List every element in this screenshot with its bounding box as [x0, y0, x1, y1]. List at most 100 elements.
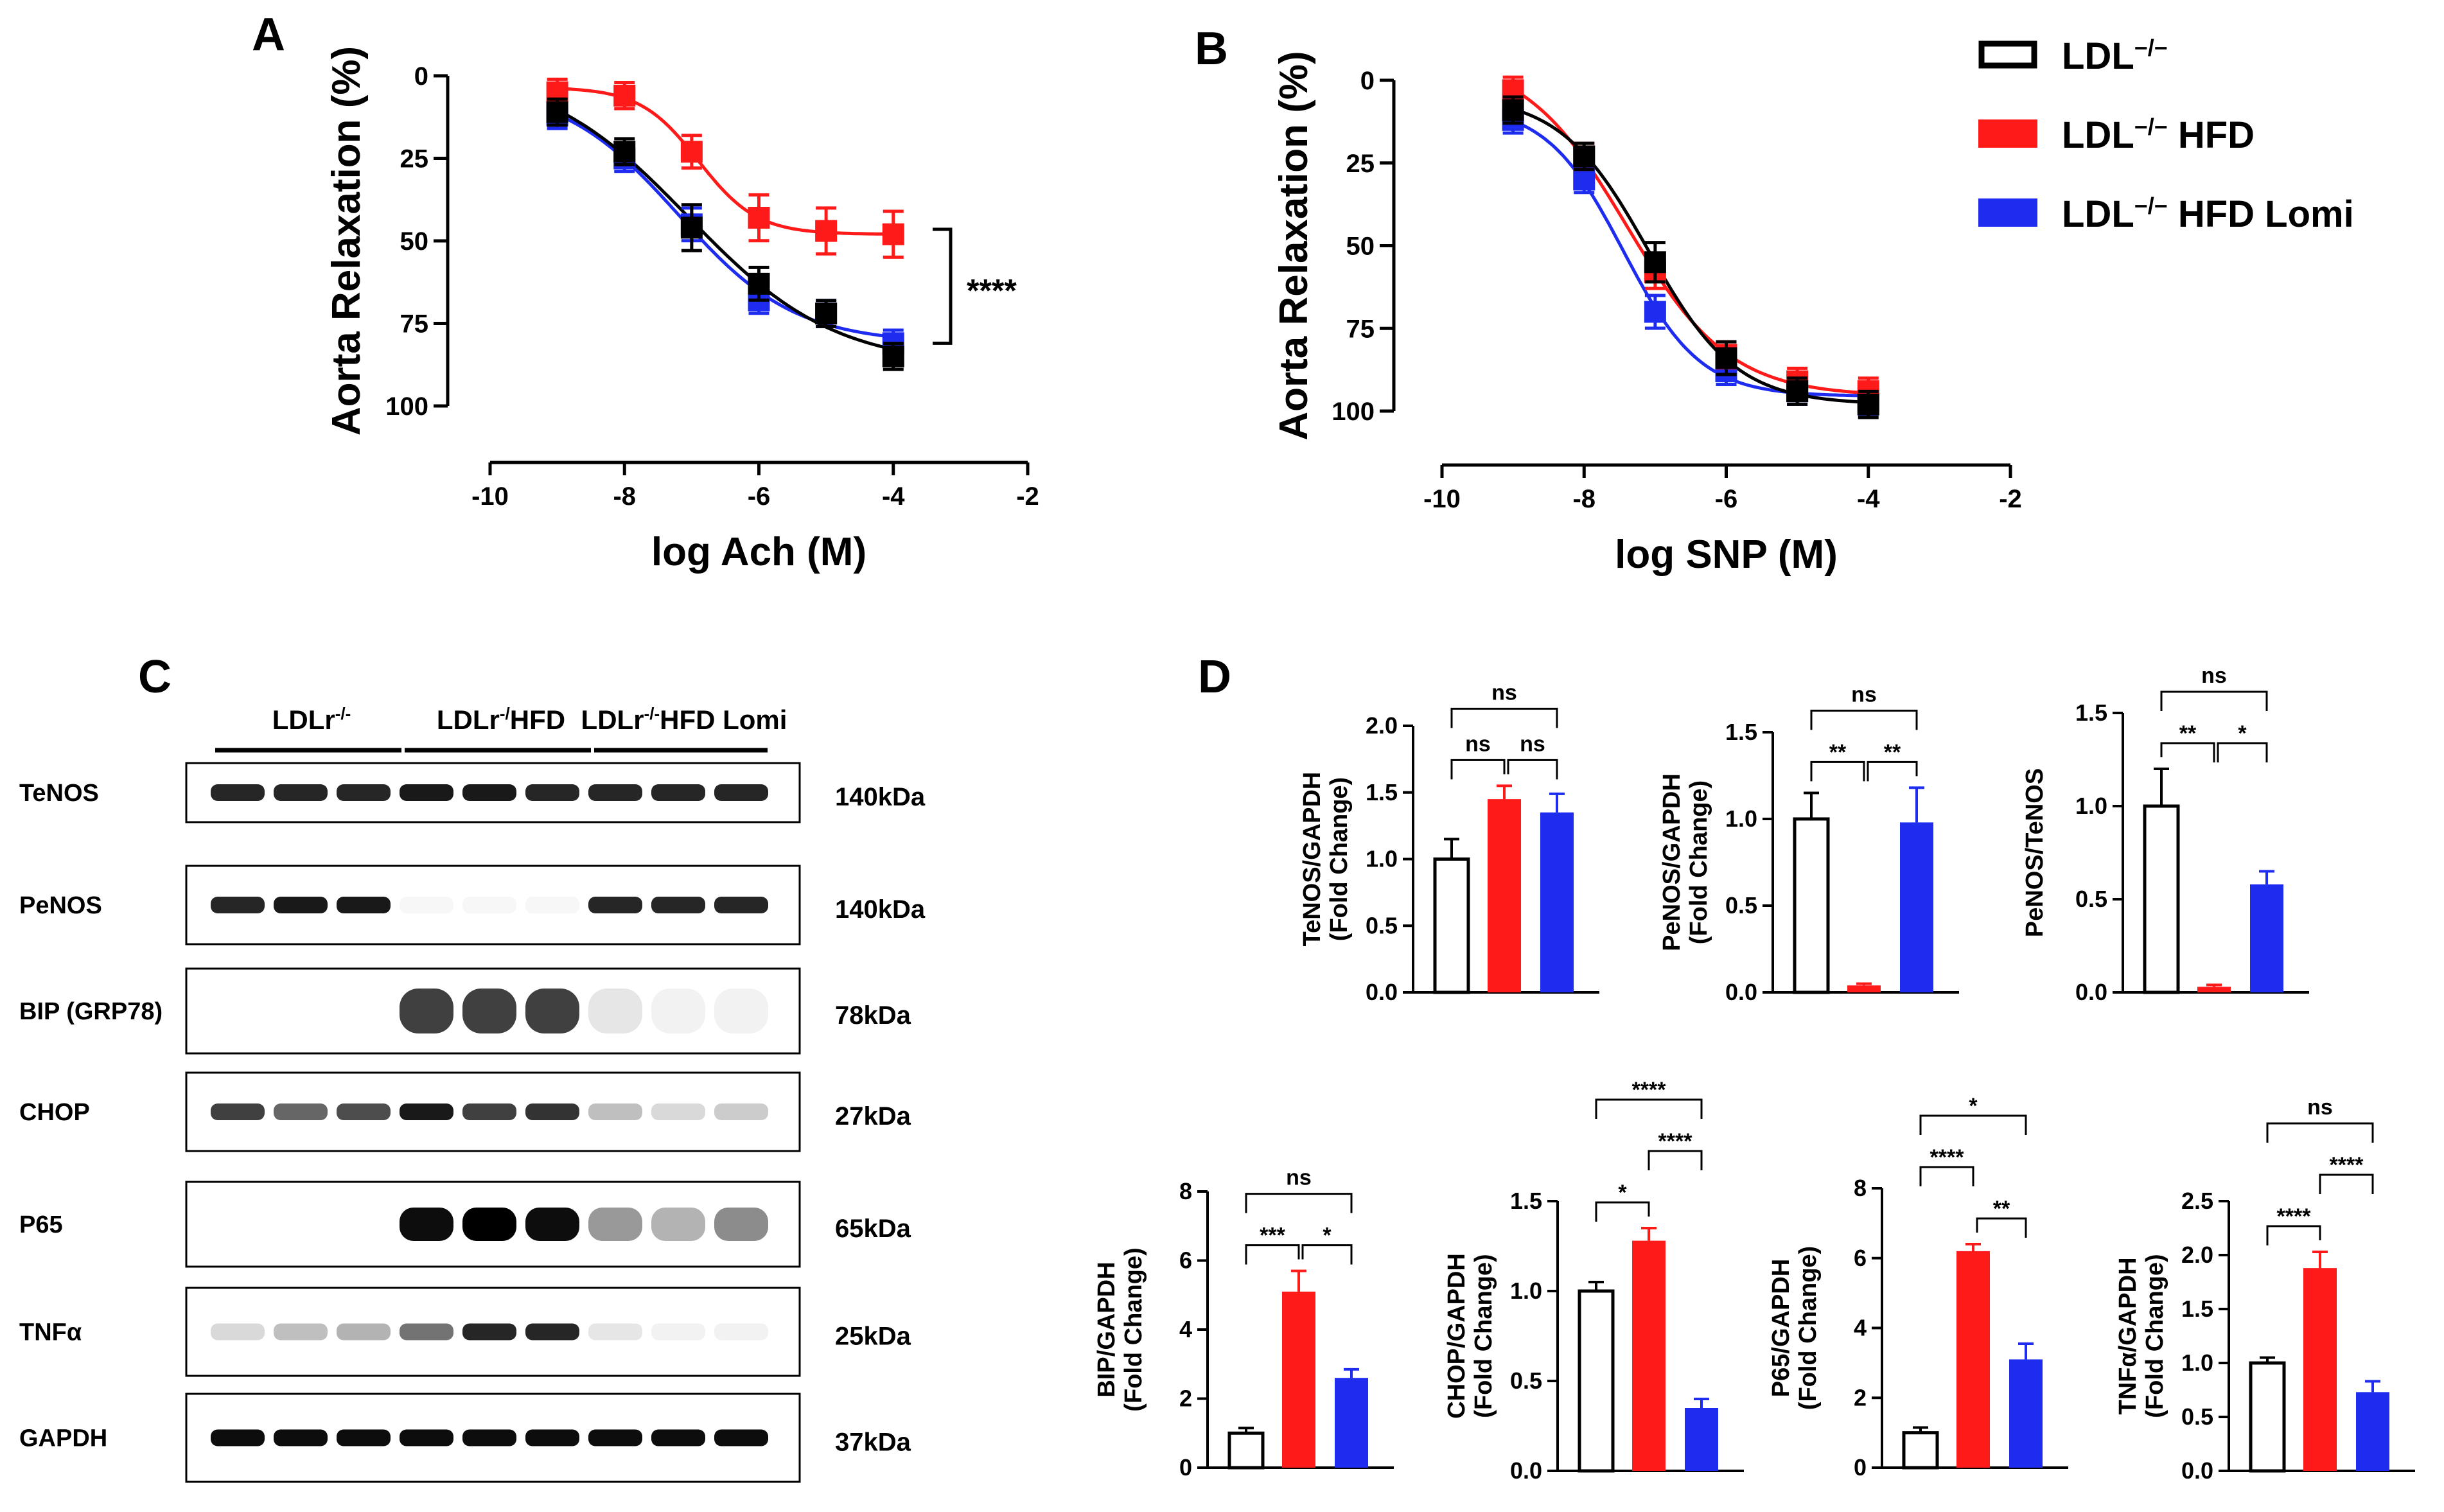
significance-bracket [1810, 709, 1918, 730]
blot-band [588, 989, 642, 1033]
blot-band [400, 897, 453, 913]
blot-band [274, 1103, 328, 1120]
bar-hfd [1282, 1291, 1315, 1468]
bar-chart-D-TeNOS: 0.0 0.5 1.0 1.5 2.0 TeNOS/GAPDH (Fold Change) n… [1299, 680, 1599, 1005]
legend-label-0-base: LDL [2062, 35, 2134, 77]
y-axis-title: (Fold Change) [1470, 1254, 1497, 1418]
significance-bracket [1919, 1166, 1974, 1186]
blot-band [211, 897, 265, 913]
data-point-series-0 [1573, 145, 1596, 168]
blot-group-label-2-suffix: HFD Lomi [660, 705, 787, 735]
blot-band [274, 1429, 328, 1446]
y-tick-label: 2.0 [1366, 712, 1398, 739]
y-tick-label: 0.0 [2075, 979, 2107, 1005]
y-tick-label: 2 [1179, 1385, 1192, 1412]
blot-band [462, 1323, 516, 1341]
legend-label-2: LDL−/− HFD Lomi [2062, 193, 2354, 236]
y-tick-label: 1.5 [2181, 1296, 2213, 1322]
data-point-series-0 [1786, 380, 1809, 403]
significance-label: ns [2307, 1095, 2333, 1120]
y-axis-title: P65/GAPDH [1768, 1259, 1795, 1397]
blot-kda-label: 65kDa [835, 1215, 911, 1243]
blot-band [400, 1208, 453, 1241]
x-tick-label: -2 [1999, 485, 2022, 513]
y-tick-label: 100 [1332, 398, 1375, 426]
blot-band [211, 784, 265, 801]
significance-bracket [1919, 1114, 2027, 1135]
blot-group-label-1-suffix: HFD [510, 705, 565, 735]
y-tick-label: 0.5 [1725, 892, 1757, 919]
significance-label: **** [1930, 1145, 1965, 1170]
bar-hfd [1488, 799, 1521, 992]
data-point-series-2 [1573, 168, 1596, 191]
bar-hfd [1956, 1251, 1990, 1468]
bar-lomi [2009, 1359, 2043, 1468]
blot-band [462, 1103, 516, 1120]
legend-label-1-base: LDL [2062, 114, 2134, 156]
blot-band [651, 784, 705, 801]
significance-bracket [2319, 1174, 2374, 1194]
blot-kda-label: 78kDa [835, 1001, 911, 1030]
y-tick-label: 1.5 [2075, 699, 2107, 726]
fit-curve-series-2 [1512, 119, 1868, 398]
blot-band [714, 989, 768, 1033]
blot-band [274, 897, 328, 913]
data-point-series-0 [613, 141, 636, 163]
blot-band [588, 1323, 642, 1341]
significance-label: ** [1829, 740, 1847, 764]
data-point-series-1 [613, 84, 636, 107]
significance-label: *** [1260, 1224, 1285, 1248]
bar-chart-D-PeNOS: 0.0 0.5 1.0 1.5 PeNOS/GAPDH (Fold Change) ** **… [1658, 682, 1959, 1005]
blot-group-label-0: LDLr-/- [272, 704, 351, 735]
blot-band [651, 897, 705, 913]
bar-hfd [2197, 987, 2231, 992]
fit-curve-series-1 [557, 87, 893, 236]
y-tick-label: 75 [400, 310, 429, 338]
blot-band [462, 989, 516, 1033]
significance-label: ** [2179, 721, 2197, 746]
y-tick-label: 0.0 [2181, 1457, 2213, 1484]
data-point-series-0 [1715, 347, 1737, 369]
bar-lomi [1900, 822, 1933, 992]
significance-label: ** [1993, 1197, 2010, 1221]
blot-band [651, 1208, 705, 1241]
blot-band [588, 784, 642, 801]
y-axis-title: (Fold Change) [1326, 777, 1353, 941]
y-tick-label: 1.0 [2075, 793, 2107, 819]
blot-band [274, 784, 328, 801]
y-tick-label: 1.0 [2181, 1349, 2213, 1376]
y-tick-label: 0 [1179, 1454, 1192, 1481]
significance-label: ns [1491, 680, 1517, 705]
blot-band [714, 1429, 768, 1446]
significance-bracket [1450, 707, 1558, 728]
y-tick-label: 0.5 [2075, 886, 2107, 912]
bar-lomi [1540, 812, 1574, 992]
fit-curve-series-1 [1512, 87, 1868, 395]
significance-label: * [1969, 1094, 1978, 1118]
x-tick-label: -10 [1423, 485, 1461, 513]
x-tick-label: -2 [1016, 482, 1039, 511]
data-point-series-1 [815, 220, 838, 242]
data-point-series-0 [1502, 99, 1524, 121]
significance-label: **** [1632, 1078, 1667, 1102]
y-axis-title: (Fold Change) [2141, 1254, 2168, 1418]
blot-kda-label: 25kDa [835, 1323, 911, 1351]
significance-bracket [1810, 760, 1865, 782]
significance-bracket [1976, 1217, 2027, 1238]
blot-band [714, 784, 768, 801]
panel-label-a: A [252, 9, 285, 60]
significance-bracket [1867, 760, 1918, 782]
significance-bracket [1595, 1201, 1650, 1222]
bar-ldl [2249, 1361, 2286, 1473]
legend-label-0-sup: −/− [2134, 35, 2168, 61]
blot-group-label-0-base: LDLr [272, 705, 335, 735]
y-axis-title: (Fold Change) [1120, 1247, 1147, 1411]
chart-a: 0 25 50 75 100 -10 -8 -6 -4 -2 log Ach (M) Aorta Re… [324, 46, 1039, 574]
y-tick-label: 25 [1346, 150, 1375, 178]
y-tick-label: 0.0 [1366, 979, 1398, 1005]
blot-protein-label: TNFα [19, 1319, 82, 1346]
